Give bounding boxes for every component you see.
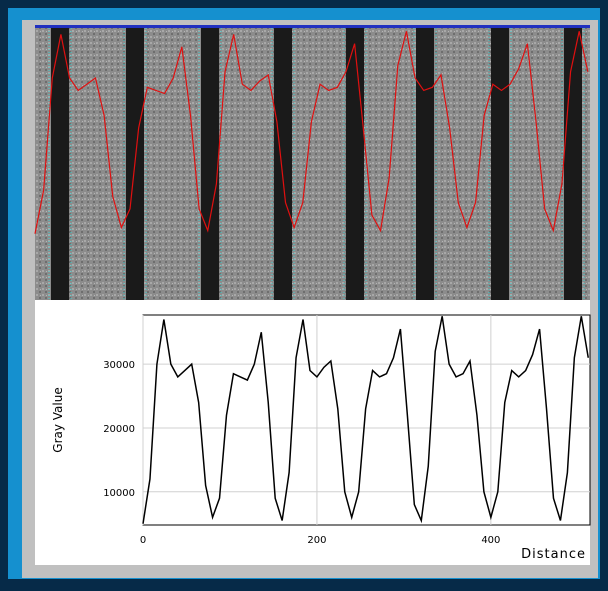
dark-stripe xyxy=(491,28,509,300)
overlay-profile xyxy=(34,31,589,234)
dark-stripe xyxy=(416,28,434,300)
x-tick-label: 0 xyxy=(140,535,146,546)
dark-stripe xyxy=(346,28,364,300)
x-tick-label: 400 xyxy=(481,535,500,546)
x-tick-label: 200 xyxy=(307,535,326,546)
plot-panel xyxy=(35,300,590,565)
image-edge xyxy=(35,25,590,28)
profile-line xyxy=(142,316,590,524)
x-axis-label: Distance xyxy=(521,547,586,562)
y-tick-label: 10000 xyxy=(103,488,135,499)
y-axis-label: Gray Value xyxy=(51,387,65,452)
y-tick-label: 30000 xyxy=(103,360,135,371)
dark-stripe xyxy=(564,28,582,300)
dark-stripe xyxy=(51,28,69,300)
micrograph xyxy=(35,25,590,300)
y-tick-label: 20000 xyxy=(103,424,135,435)
dark-stripe xyxy=(274,28,292,300)
dark-stripe xyxy=(201,28,219,300)
